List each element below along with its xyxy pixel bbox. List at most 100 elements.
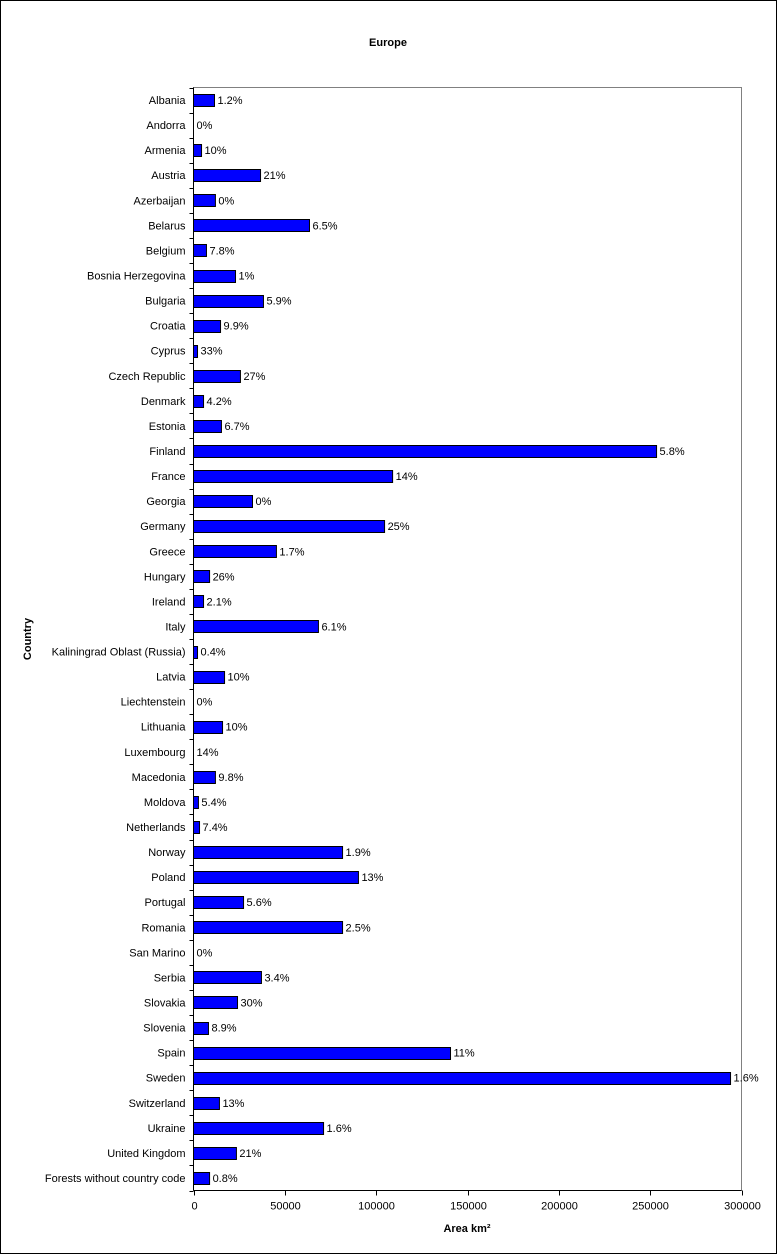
y-tick-label: Armenia [145,145,187,157]
data-label: 7.8% [209,245,234,257]
bar [193,921,344,934]
bar [193,244,207,257]
bar [193,295,264,308]
bar [193,896,245,909]
bar [193,846,344,859]
x-tick-label: 0 [191,1201,197,1213]
data-label: 21% [264,170,286,182]
y-tick-label: France [151,471,185,483]
data-label: 0% [197,947,213,959]
data-label: 8.9% [211,1023,236,1035]
y-tick-label: Azerbaijan [134,195,186,207]
x-tick-label: 50000 [270,1201,301,1213]
bar [193,620,319,633]
bar [193,495,254,508]
y-tick-label: Georgia [146,496,186,508]
data-label: 3.4% [264,972,289,984]
bar [193,194,216,207]
data-label: 33% [201,346,223,358]
bar [193,370,241,383]
data-label: 27% [243,371,265,383]
data-label: 1.9% [346,847,371,859]
data-label: 9.8% [218,772,243,784]
bar [193,545,277,558]
y-tick-label: Estonia [149,421,187,433]
y-tick-label: Lithuania [141,722,187,734]
y-tick-label: Latvia [156,672,186,684]
bar [193,646,199,659]
data-label: 5.8% [660,446,685,458]
bar [193,570,211,583]
bar [193,1072,732,1085]
y-tick-label: Ireland [152,596,186,608]
data-label: 14% [197,747,219,759]
y-tick-label: Bosnia Herzegovina [87,271,186,283]
y-tick-label: Bulgaria [145,296,186,308]
data-label: 0% [256,496,272,508]
y-tick-label: Slovakia [144,997,186,1009]
data-label: 6.1% [321,621,346,633]
y-tick-label: Croatia [150,321,186,333]
y-tick-label: Albania [149,95,187,107]
data-label: 6.7% [224,421,249,433]
data-label: 0.8% [213,1173,238,1185]
chart-title: Europe [369,37,407,49]
data-label: 0% [197,120,213,132]
data-label: 25% [388,521,410,533]
y-tick-label: Moldova [144,797,186,809]
bar [193,420,222,433]
data-label: 2.1% [207,596,232,608]
data-label: 21% [239,1148,261,1160]
data-label: 0.4% [201,647,226,659]
y-tick-label: Andorra [146,120,186,132]
bar [193,996,239,1009]
bar [193,395,205,408]
data-label: 26% [213,571,235,583]
bar [193,821,201,834]
y-tick-label: Portugal [145,897,186,909]
x-tick-label: 100000 [358,1201,395,1213]
bar [193,520,386,533]
data-label: 4.2% [207,396,232,408]
data-label: 1% [239,271,255,283]
bar [193,1047,452,1060]
data-label: 1.7% [279,546,304,558]
y-tick-label: Finland [149,446,185,458]
y-tick-label: San Marino [129,947,185,959]
data-label: 10% [205,145,227,157]
data-label: 9.9% [224,321,249,333]
data-label: 1.2% [218,95,243,107]
y-tick-label: Slovenia [143,1023,186,1035]
y-tick-label: Denmark [141,396,186,408]
y-tick-label: Greece [149,546,185,558]
y-tick-label: Hungary [144,571,186,583]
y-tick-label: Macedonia [132,772,187,784]
bar [193,871,359,884]
bar [193,470,394,483]
bar [193,771,216,784]
bar [193,345,199,358]
bar [193,270,237,283]
data-label: 7.4% [203,822,228,834]
y-tick-label: Luxembourg [124,747,185,759]
y-tick-label: Austria [151,170,186,182]
data-label: 1.6% [327,1123,352,1135]
y-tick-label: Liechtenstein [121,697,186,709]
bar [193,1172,211,1185]
y-tick-label: Germany [140,521,186,533]
data-label: 5.6% [247,897,272,909]
data-label: 0% [197,697,213,709]
y-tick-label: Switzerland [129,1098,186,1110]
y-tick-label: Belarus [148,220,186,232]
bar [193,219,310,232]
y-tick-label: Spain [157,1048,185,1060]
x-tick-label: 300000 [724,1201,761,1213]
bar [193,595,205,608]
bar [193,445,658,458]
bar [193,671,226,684]
x-axis-label: Area km² [443,1223,490,1235]
x-tick-label: 250000 [632,1201,669,1213]
y-axis-label: Country [22,617,34,660]
y-tick-label: United Kingdom [107,1148,185,1160]
